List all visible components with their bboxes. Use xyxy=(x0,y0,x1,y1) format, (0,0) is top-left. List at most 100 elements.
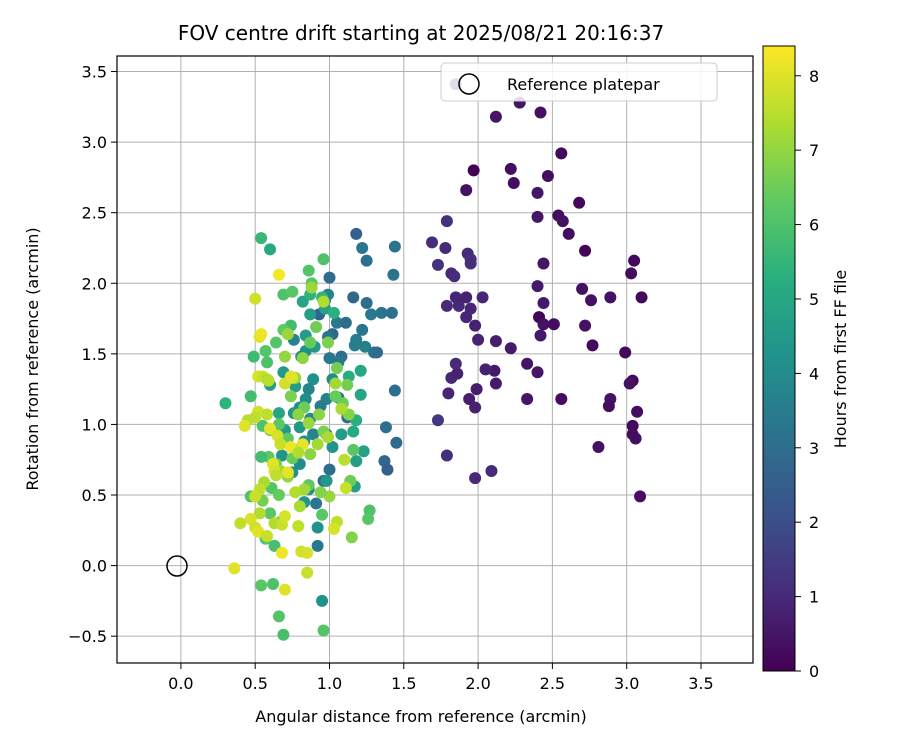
chart-title: FOV centre drift starting at 2025/08/21 … xyxy=(178,21,664,45)
data-point xyxy=(275,546,288,559)
data-point xyxy=(534,106,547,119)
data-point xyxy=(521,393,534,406)
data-point xyxy=(270,336,282,349)
data-point xyxy=(322,336,335,349)
data-point xyxy=(488,364,501,377)
data-point xyxy=(585,294,598,307)
data-point xyxy=(320,474,333,487)
data-point xyxy=(507,177,520,190)
data-point xyxy=(284,390,297,403)
data-point xyxy=(354,388,367,401)
data-point xyxy=(252,525,265,538)
data-point xyxy=(357,445,370,458)
data-point xyxy=(302,417,315,430)
y-tick-label: 2.0 xyxy=(82,274,107,293)
data-point xyxy=(426,236,439,249)
data-point xyxy=(307,373,320,386)
colorbar-tick-label: 5 xyxy=(809,290,819,309)
data-point xyxy=(301,546,314,559)
x-tick-label: 1.0 xyxy=(317,674,342,693)
data-point xyxy=(485,465,498,478)
data-point xyxy=(310,321,323,334)
colorbar-tick-label: 1 xyxy=(809,588,819,607)
data-point xyxy=(476,291,489,304)
data-point xyxy=(350,227,363,240)
data-point xyxy=(302,264,315,277)
data-point xyxy=(314,486,327,499)
data-point xyxy=(284,370,297,383)
data-point xyxy=(244,390,257,403)
data-point xyxy=(489,110,502,123)
data-point xyxy=(362,513,375,526)
data-point xyxy=(326,441,339,454)
x-tick-label: 2.0 xyxy=(465,674,490,693)
data-point xyxy=(431,258,444,271)
data-point xyxy=(255,232,268,245)
data-point xyxy=(323,463,336,476)
data-point xyxy=(360,254,373,267)
data-point xyxy=(264,507,277,520)
data-point xyxy=(602,400,615,413)
data-point xyxy=(272,610,285,623)
data-point xyxy=(531,280,544,293)
data-point xyxy=(272,407,285,420)
data-point xyxy=(255,450,268,463)
data-point xyxy=(228,562,241,575)
data-point xyxy=(619,346,632,359)
data-point xyxy=(335,428,348,441)
data-point xyxy=(268,539,281,552)
data-point xyxy=(274,438,287,451)
data-point xyxy=(313,408,326,421)
data-point xyxy=(634,490,647,503)
data-point xyxy=(278,510,291,523)
data-point xyxy=(360,297,373,310)
data-point xyxy=(272,268,285,281)
data-point xyxy=(310,497,323,510)
data-point xyxy=(330,361,343,374)
data-point xyxy=(604,291,617,304)
y-tick-label: −0.5 xyxy=(68,627,107,646)
data-point xyxy=(625,267,638,280)
legend-label: Reference platepar xyxy=(507,75,660,94)
data-point xyxy=(278,350,291,363)
colorbar-tick-label: 6 xyxy=(809,216,819,235)
y-tick-label: 3.0 xyxy=(82,133,107,152)
data-point xyxy=(292,408,305,421)
data-point xyxy=(293,500,306,513)
data-point xyxy=(586,339,599,352)
data-point xyxy=(469,401,482,414)
data-point xyxy=(379,421,392,434)
data-point xyxy=(335,402,348,415)
y-tick-label: 3.5 xyxy=(82,63,107,82)
colorbar-tick-label: 7 xyxy=(809,141,819,160)
data-point xyxy=(304,448,317,461)
data-point xyxy=(261,408,274,421)
data-point xyxy=(354,364,367,377)
data-point xyxy=(365,308,378,321)
data-point xyxy=(464,257,477,270)
data-point xyxy=(339,316,352,329)
data-point xyxy=(467,164,480,177)
data-point xyxy=(628,254,641,267)
data-point xyxy=(504,342,517,355)
data-point xyxy=(281,466,294,479)
x-tick-label: 2.5 xyxy=(540,674,565,693)
data-point xyxy=(311,438,324,451)
data-point xyxy=(317,624,330,637)
data-point xyxy=(255,579,268,592)
data-point xyxy=(463,393,476,406)
data-point xyxy=(264,243,277,256)
data-point xyxy=(440,215,453,228)
data-point xyxy=(371,346,384,359)
data-point xyxy=(275,449,288,462)
data-point xyxy=(629,432,642,445)
data-point xyxy=(293,421,306,434)
x-tick-label: 0.0 xyxy=(168,674,193,693)
data-point xyxy=(323,490,336,503)
data-point xyxy=(460,184,473,197)
data-point xyxy=(504,162,517,175)
data-point xyxy=(631,405,644,418)
data-point xyxy=(390,436,403,449)
data-point xyxy=(448,270,461,283)
data-point xyxy=(316,508,329,521)
